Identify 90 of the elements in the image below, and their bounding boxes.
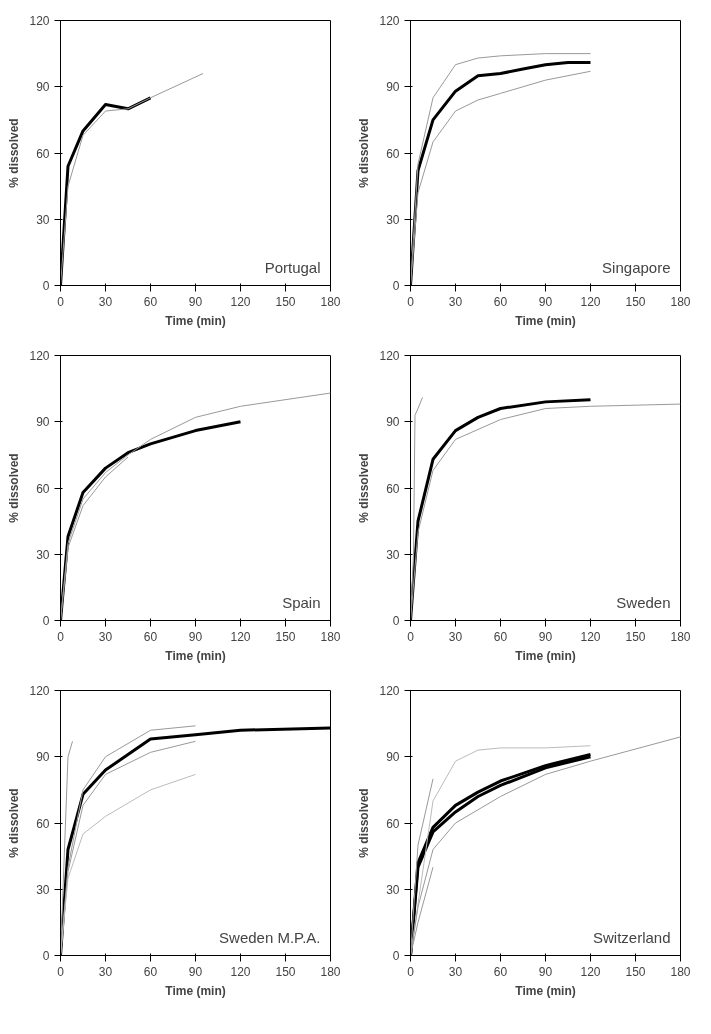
x-tick-label: 60 [493, 964, 508, 979]
x-tick-label: 0 [57, 294, 65, 309]
y-tick-label: 30 [386, 882, 400, 897]
x-tick-label: 60 [143, 964, 158, 979]
x-tick-label: 180 [320, 964, 341, 979]
x-tick-label: 30 [448, 294, 463, 309]
y-axis-title: % dissolved [7, 453, 22, 523]
y-tick-label: 120 [379, 684, 400, 698]
x-tick-label: 90 [188, 629, 203, 644]
y-axis-title: % dissolved [7, 788, 22, 858]
x-tick-label: 90 [538, 294, 553, 309]
y-tick-label: 120 [29, 684, 50, 698]
x-tick-label: 0 [407, 629, 415, 644]
y-tick-label: 0 [42, 279, 50, 293]
y-tick-label: 30 [36, 882, 50, 897]
y-tick-label: 0 [42, 949, 50, 963]
y-tick-label: 0 [392, 614, 400, 628]
x-tick-label: 180 [670, 629, 691, 644]
y-tick-label: 90 [36, 80, 50, 95]
x-tick-label: 90 [538, 964, 553, 979]
x-tick-label: 150 [625, 294, 646, 309]
y-axis-title: % dissolved [357, 788, 372, 858]
y-axis-title: % dissolved [357, 118, 372, 188]
x-tick-label: 150 [275, 294, 296, 309]
x-tick-label: 150 [625, 964, 646, 979]
y-tick-label: 0 [392, 279, 400, 293]
annotation: Sweden M.P.A. [219, 928, 321, 946]
y-tick-label: 30 [36, 212, 50, 227]
x-tick-label: 0 [407, 294, 415, 309]
x-tick-label: 120 [230, 629, 251, 644]
annotation: Portugal [264, 258, 321, 276]
x-tick-label: 120 [580, 294, 601, 309]
y-tick-label: 30 [386, 547, 400, 562]
y-axis-title: % dissolved [357, 453, 372, 523]
y-tick-label: 30 [36, 547, 50, 562]
x-axis-title: Time (min) [515, 648, 576, 663]
x-tick-label: 30 [98, 629, 113, 644]
x-axis-title: Time (min) [515, 983, 576, 998]
x-axis-title: Time (min) [165, 648, 226, 663]
x-axis-title: Time (min) [515, 313, 576, 328]
x-tick-label: 60 [493, 629, 508, 644]
y-tick-label: 120 [379, 14, 400, 28]
x-tick-label: 180 [670, 294, 691, 309]
y-tick-label: 0 [392, 949, 400, 963]
x-tick-label: 90 [188, 964, 203, 979]
x-axis-title: Time (min) [165, 313, 226, 328]
y-tick-label: 0 [42, 614, 50, 628]
x-tick-label: 180 [670, 964, 691, 979]
x-tick-label: 0 [407, 964, 415, 979]
x-tick-label: 30 [448, 629, 463, 644]
y-tick-label: 60 [386, 816, 400, 831]
y-tick-label: 90 [36, 415, 50, 430]
y-axis-title: % dissolved [7, 118, 22, 188]
y-tick-label: 120 [379, 349, 400, 363]
x-tick-label: 30 [448, 964, 463, 979]
y-tick-label: 60 [386, 146, 400, 161]
y-tick-label: 60 [36, 146, 50, 161]
x-tick-label: 120 [580, 964, 601, 979]
y-tick-label: 60 [36, 481, 50, 496]
x-tick-label: 120 [230, 964, 251, 979]
x-tick-label: 60 [143, 629, 158, 644]
x-tick-label: 150 [625, 629, 646, 644]
x-tick-label: 150 [275, 964, 296, 979]
x-tick-label: 60 [493, 294, 508, 309]
y-tick-label: 60 [386, 481, 400, 496]
x-tick-label: 150 [275, 629, 296, 644]
x-tick-label: 120 [230, 294, 251, 309]
x-tick-label: 0 [57, 629, 65, 644]
y-tick-label: 120 [29, 349, 50, 363]
x-tick-label: 0 [57, 964, 65, 979]
annotation: Spain [282, 593, 321, 611]
annotation: Singapore [602, 258, 671, 276]
x-tick-label: 90 [538, 629, 553, 644]
annotation: Sweden [616, 593, 671, 611]
y-tick-label: 90 [36, 750, 50, 765]
y-tick-label: 30 [386, 212, 400, 227]
x-tick-label: 90 [188, 294, 203, 309]
y-tick-label: 90 [386, 80, 400, 95]
y-tick-label: 120 [29, 14, 50, 28]
x-axis-title: Time (min) [165, 983, 226, 998]
x-tick-label: 180 [320, 294, 341, 309]
y-tick-label: 90 [386, 415, 400, 430]
y-tick-label: 60 [36, 816, 50, 831]
y-tick-label: 90 [386, 750, 400, 765]
x-tick-label: 30 [98, 964, 113, 979]
x-tick-label: 180 [320, 629, 341, 644]
annotation: Switzerland [592, 928, 671, 946]
x-tick-label: 60 [143, 294, 158, 309]
x-tick-label: 30 [98, 294, 113, 309]
x-tick-label: 120 [580, 629, 601, 644]
